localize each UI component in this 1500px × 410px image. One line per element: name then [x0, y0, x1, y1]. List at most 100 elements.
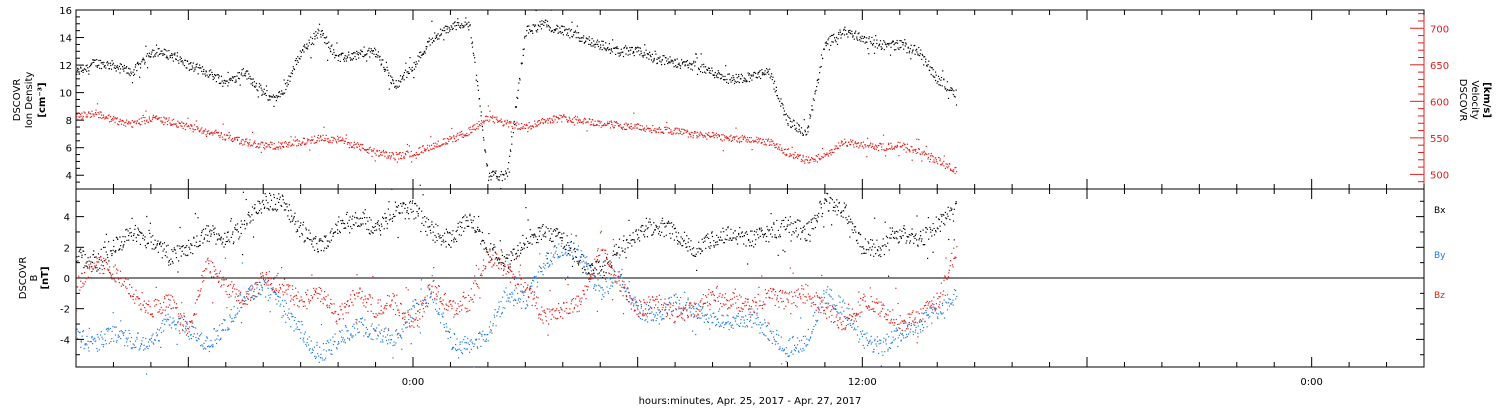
density-series-point: [725, 65, 727, 67]
bx-series-point: [559, 231, 561, 233]
velocity-series-point: [382, 149, 384, 151]
velocity-series-point: [436, 143, 438, 145]
density-series-point: [755, 72, 757, 74]
by-series-point: [178, 318, 180, 320]
velocity-series-point: [287, 146, 289, 148]
velocity-series-point: [304, 142, 306, 144]
density-series-point: [194, 69, 196, 71]
by-series-point: [101, 343, 103, 346]
bx-series-point: [124, 236, 126, 238]
density-series-point: [787, 124, 789, 126]
bx-series-point: [240, 226, 242, 228]
density-series-point: [723, 79, 725, 81]
density-series-point: [384, 70, 386, 72]
bx-series-point: [586, 265, 588, 267]
y-tick-label-right: 500: [1430, 170, 1449, 181]
bx-series-point: [685, 246, 687, 248]
bx-series-point: [402, 202, 404, 204]
velocity-series-point: [802, 156, 804, 158]
by-series-point: [242, 300, 244, 302]
by-series-point: [408, 322, 410, 324]
bx-series-point: [232, 231, 234, 233]
velocity-series-point: [640, 129, 642, 131]
velocity-series-point: [778, 147, 780, 149]
density-series-point: [801, 132, 804, 134]
velocity-series-point: [798, 154, 800, 156]
density-series-point: [230, 79, 232, 81]
by-series-point: [296, 326, 298, 328]
velocity-series-point: [922, 153, 924, 155]
velocity-series-point: [708, 134, 710, 136]
bx-series-point: [711, 232, 713, 234]
density-series-point: [99, 59, 102, 62]
bx-series-point: [429, 229, 431, 231]
bx-series-point: [368, 229, 370, 231]
velocity-series-point: [93, 115, 95, 117]
by-series-point: [192, 335, 194, 338]
velocity-series-point: [206, 132, 209, 134]
bx-series-point: [541, 225, 543, 227]
by-series-point: [240, 307, 242, 309]
density-series-point: [835, 41, 837, 43]
velocity-series-point: [632, 127, 634, 129]
by-series-point: [432, 299, 434, 301]
by-series-point: [317, 353, 319, 355]
velocity-series-point: [510, 121, 512, 123]
density-series-point: [76, 73, 78, 75]
velocity-series-point: [824, 155, 826, 157]
velocity-series-point: [462, 136, 465, 138]
velocity-series-point: [195, 120, 197, 122]
velocity-series-point: [226, 134, 228, 136]
velocity-series-point: [660, 131, 663, 133]
bx-series-point: [557, 233, 559, 235]
by-series-point: [108, 329, 110, 331]
bx-series-point: [472, 219, 474, 222]
velocity-series-point: [544, 119, 546, 121]
bx-series-point: [312, 246, 314, 248]
velocity-series-point: [296, 145, 298, 147]
density-series-point: [398, 85, 400, 87]
velocity-series-point: [220, 133, 222, 135]
density-series-point: [248, 73, 250, 75]
velocity-series-point: [819, 158, 821, 160]
density-series-point: [504, 178, 506, 180]
density-series-point: [155, 53, 157, 55]
bx-series-point: [549, 239, 551, 241]
density-series-point: [370, 48, 372, 50]
velocity-series-point: [866, 144, 869, 147]
bx-series-point: [291, 220, 293, 222]
bx-series-point: [375, 229, 378, 231]
bx-series-point: [822, 212, 824, 215]
velocity-series-point: [657, 131, 660, 133]
density-series-point: [408, 66, 410, 69]
bx-series-point: [555, 228, 557, 230]
velocity-series-point: [259, 146, 261, 148]
velocity-series-point: [576, 122, 579, 124]
bx-series-point: [110, 250, 112, 252]
by-series-point: [306, 345, 308, 347]
bx-series-point: [369, 217, 371, 219]
bx-series-point: [206, 240, 208, 242]
by-series-point: [241, 262, 244, 264]
bx-series-point: [603, 274, 605, 277]
by-series-point: [293, 330, 295, 332]
density-series-point: [639, 54, 641, 56]
density-series-point: [892, 40, 894, 42]
velocity-series-point: [313, 142, 315, 144]
velocity-series-point: [221, 136, 224, 138]
bx-series-point: [936, 227, 938, 229]
bx-series-point: [482, 239, 484, 241]
density-series-point: [662, 55, 664, 57]
bx-series-point: [717, 236, 719, 238]
bx-series-point: [605, 272, 607, 274]
bx-series-point: [734, 230, 736, 232]
by-series-point: [258, 293, 260, 295]
velocity-series-point: [428, 150, 430, 152]
density-series-point: [738, 76, 740, 78]
density-series-point: [223, 79, 226, 81]
velocity-series-point: [225, 134, 227, 136]
bx-series-point: [641, 230, 643, 233]
density-series-point: [413, 62, 415, 64]
bx-series-point: [499, 240, 501, 242]
bx-series-point: [599, 265, 601, 268]
